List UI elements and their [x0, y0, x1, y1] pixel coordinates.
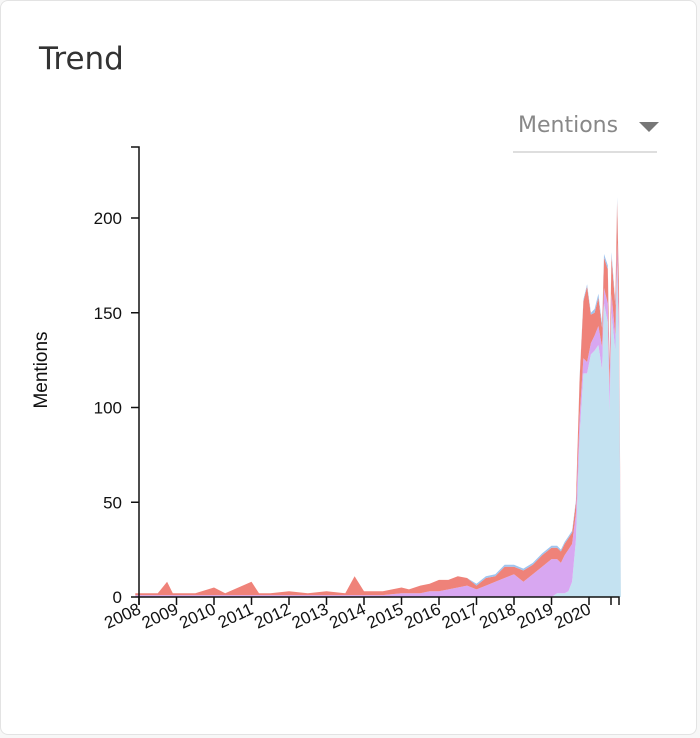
y-axis-label: Mentions: [31, 331, 52, 408]
x-tick-label: 2020: [551, 599, 593, 632]
x-tick-label: 2015: [364, 599, 406, 632]
x-tick-label: 2013: [289, 599, 331, 632]
y-axis-line: [131, 146, 140, 597]
x-tick-label: 2019: [514, 599, 556, 632]
y-tick-label: 100: [94, 399, 122, 418]
stacked-areas: [135, 197, 621, 597]
caret-down-icon: [639, 122, 659, 132]
x-tick-label: 2008: [101, 599, 143, 632]
area-series-lavender: [135, 242, 621, 597]
x-tick-label: 2014: [326, 599, 368, 632]
x-tick-label: 2011: [215, 599, 256, 632]
x-tick-label: 2018: [476, 599, 518, 632]
x-tick-label: 2009: [139, 599, 181, 632]
metric-dropdown[interactable]: Mentions: [513, 109, 659, 153]
x-tick-label: 2017: [439, 599, 481, 632]
x-tick-label: 2010: [176, 599, 218, 632]
area-series-light-blue: [135, 265, 621, 597]
y-tick-label: 200: [94, 209, 122, 228]
metric-dropdown-value: Mentions: [518, 113, 619, 138]
card-title: Trend: [39, 41, 124, 77]
x-tick-label: 2012: [251, 599, 293, 632]
y-tick-label: 50: [103, 493, 122, 512]
y-tick-label: 0: [113, 588, 122, 607]
area-series-blue-edge: [135, 197, 621, 597]
area-series-coral: [135, 200, 621, 597]
y-tick-label: 150: [94, 304, 122, 323]
x-tick-label: 2016: [401, 599, 443, 632]
